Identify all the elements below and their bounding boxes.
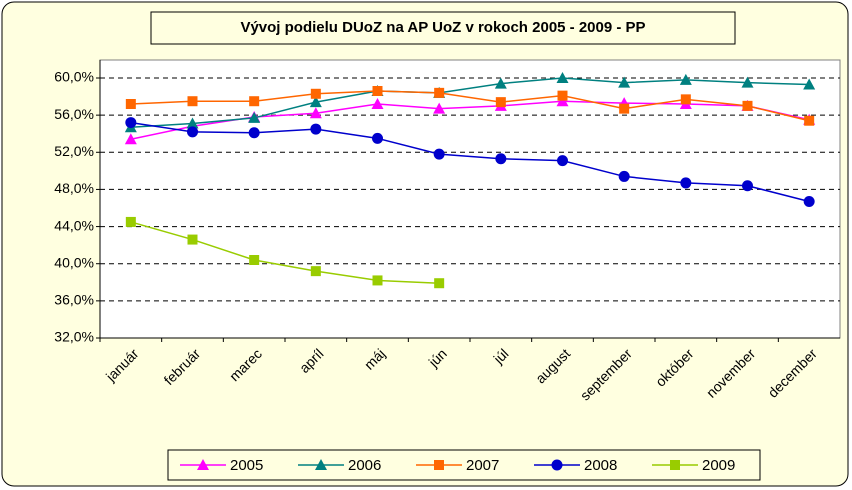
legend-marker <box>434 460 444 470</box>
legend-label: 2005 <box>230 457 263 474</box>
marker <box>495 97 506 108</box>
y-tick-label: 56,0% <box>54 106 94 122</box>
marker <box>679 73 692 85</box>
y-tick-label: 48,0% <box>54 180 94 196</box>
marker <box>741 76 754 88</box>
marker <box>618 76 631 88</box>
legend-marker <box>315 459 327 470</box>
y-tick-label: 44,0% <box>54 217 94 233</box>
legend-label: 2007 <box>466 457 499 474</box>
marker <box>557 155 568 167</box>
marker <box>124 133 137 145</box>
marker <box>249 96 260 107</box>
series-line <box>130 121 810 203</box>
y-tick-label: 32,0% <box>54 329 94 345</box>
legend-label: 2009 <box>702 457 735 474</box>
marker <box>372 275 383 286</box>
series-line <box>130 90 810 122</box>
marker <box>556 72 569 83</box>
marker <box>310 88 321 99</box>
y-tick-label: 36,0% <box>54 292 94 308</box>
marker <box>742 180 753 192</box>
marker <box>372 86 383 96</box>
legend-marker <box>551 459 563 471</box>
marker <box>434 87 445 98</box>
legend-label: 2008 <box>584 457 617 474</box>
chart-title: Vývoj podielu DUoZ na AP UoZ v rokoch 20… <box>240 19 645 36</box>
marker <box>248 127 260 139</box>
marker <box>125 99 136 109</box>
marker <box>187 96 198 107</box>
marker <box>309 96 322 108</box>
marker <box>804 115 815 126</box>
marker <box>125 216 136 227</box>
marker <box>618 170 630 182</box>
legend-label: 2006 <box>348 457 381 474</box>
marker <box>371 98 384 109</box>
marker <box>372 132 383 144</box>
marker <box>249 255 260 265</box>
marker <box>742 100 753 111</box>
marker <box>680 94 691 105</box>
y-tick-label: 60,0% <box>54 69 94 85</box>
series-line <box>130 221 440 284</box>
legend-marker <box>197 459 209 470</box>
legend-marker <box>670 460 680 470</box>
marker <box>495 153 507 165</box>
marker <box>309 107 322 119</box>
marker <box>433 102 446 114</box>
marker <box>248 111 261 123</box>
marker <box>680 177 692 189</box>
marker <box>187 126 198 138</box>
marker <box>494 77 507 89</box>
title-box <box>150 11 736 45</box>
marker <box>557 90 568 101</box>
marker <box>310 123 322 135</box>
marker <box>125 117 137 129</box>
marker <box>619 103 630 114</box>
plot-area <box>99 59 841 339</box>
marker <box>803 78 816 90</box>
marker <box>186 117 199 129</box>
marker <box>187 234 198 245</box>
marker <box>556 95 569 107</box>
y-tick-label: 52,0% <box>54 143 94 159</box>
marker <box>433 148 445 160</box>
marker <box>434 278 445 289</box>
series-line <box>130 77 810 128</box>
marker <box>803 196 815 207</box>
marker <box>310 266 321 277</box>
y-tick-label: 40,0% <box>54 254 94 270</box>
